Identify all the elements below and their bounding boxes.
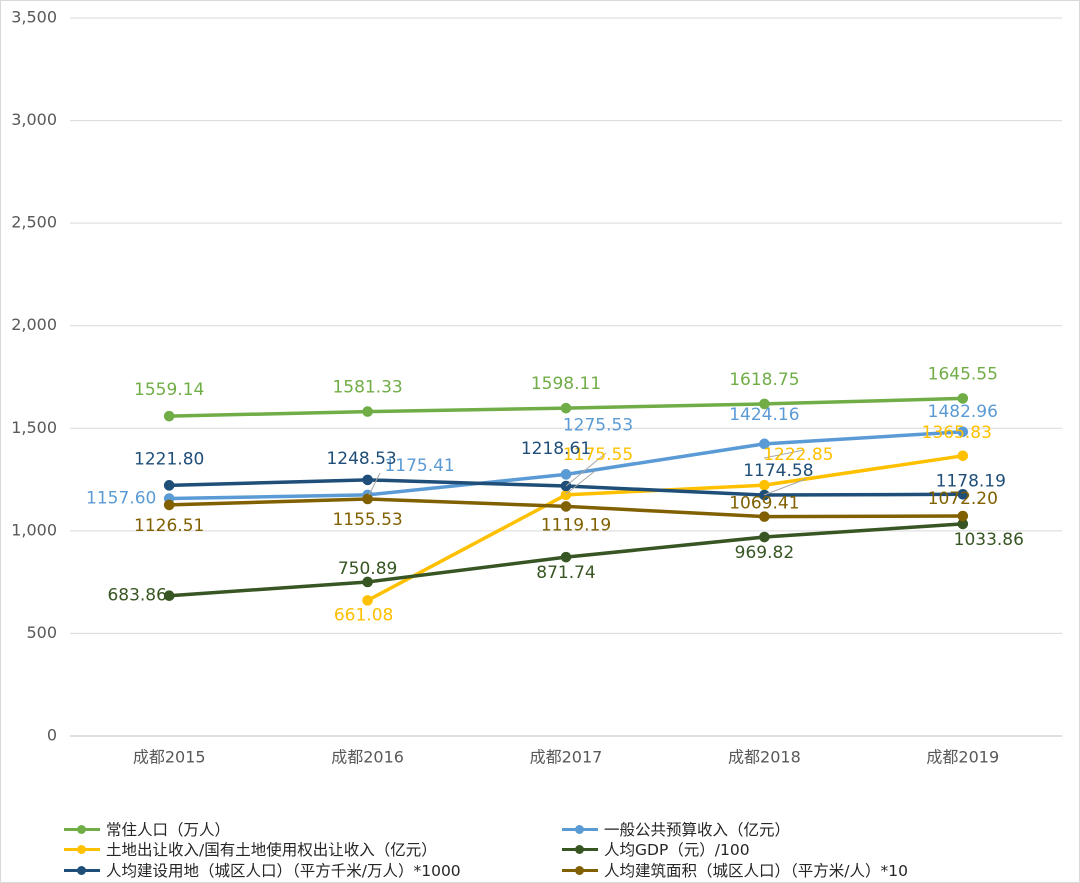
- data-label: 1033.86: [954, 530, 1024, 550]
- data-label: 1424.16: [729, 405, 799, 425]
- legend-marker-icon: [62, 819, 102, 839]
- data-point: [957, 393, 969, 404]
- y-tick-label: 3,500: [11, 8, 57, 27]
- y-tick-label: 1,000: [11, 520, 57, 539]
- data-point: [362, 595, 373, 606]
- data-label: 1559.14: [134, 380, 204, 400]
- legend-item: 人均建筑面积（城区人口）（平方米/人）*10: [560, 859, 908, 881]
- leader-line: [763, 478, 807, 496]
- data-label: 1175.41: [384, 456, 454, 476]
- legend-item: 人均GDP（元）/100: [560, 838, 750, 860]
- data-label: 1598.11: [531, 374, 601, 394]
- legend-item: 土地出让收入/国有土地使用权出让收入（亿元）: [62, 838, 437, 860]
- x-tick-label: 成都2018: [728, 748, 801, 767]
- legend-label: 人均建筑面积（城区人口）（平方米/人）*10: [604, 862, 908, 880]
- legend-marker-icon: [560, 839, 600, 859]
- data-point: [362, 493, 373, 505]
- x-tick-label: 成都2017: [530, 748, 603, 767]
- legend-marker-icon: [560, 860, 600, 880]
- data-label: 1365.83: [922, 423, 992, 443]
- data-label: 871.74: [536, 563, 595, 583]
- data-point: [957, 426, 969, 438]
- x-tick-label: 成都2019: [926, 748, 999, 767]
- data-label: 1581.33: [332, 378, 402, 398]
- data-label: 1482.96: [928, 402, 998, 422]
- data-label: 1069.41: [729, 494, 799, 514]
- legend-label: 一般公共预算收入（亿元）: [604, 821, 791, 839]
- legend-label: 人均建设用地（城区人口）（平方千米/万人）*1000: [106, 862, 461, 880]
- data-label: 1157.60: [86, 489, 156, 509]
- y-tick-label: 1,500: [11, 418, 57, 437]
- data-point: [957, 450, 969, 462]
- legend-label: 常住人口（万人）: [106, 821, 231, 839]
- data-point: [362, 474, 373, 486]
- data-point: [957, 510, 969, 522]
- data-point: [759, 511, 770, 522]
- data-label: 1126.51: [134, 516, 204, 536]
- data-point: [560, 551, 572, 563]
- data-label: 1119.19: [541, 515, 611, 535]
- leader-line: [763, 449, 805, 459]
- data-label: 969.82: [735, 543, 794, 563]
- data-point: [560, 469, 572, 480]
- data-label: 1174.58: [743, 461, 813, 481]
- data-label: 1155.53: [332, 510, 402, 530]
- y-tick-label: 2,500: [11, 213, 57, 232]
- x-tick-label: 成都2016: [331, 748, 404, 767]
- data-label: 1175.55: [563, 445, 633, 465]
- legend-label: 人均GDP（元）/100: [604, 841, 750, 859]
- data-label: 1221.80: [134, 449, 204, 469]
- leader-line: [565, 452, 607, 487]
- data-label: 1275.53: [563, 415, 633, 435]
- data-point: [759, 438, 770, 450]
- legend-marker-icon: [560, 819, 600, 839]
- y-tick-label: 0: [47, 726, 57, 745]
- data-point: [163, 480, 175, 491]
- legend-marker-icon: [62, 839, 102, 859]
- x-tick-label: 成都2015: [133, 748, 206, 767]
- legend-item: 一般公共预算收入（亿元）: [560, 818, 790, 840]
- data-point: [759, 398, 770, 410]
- data-label: 1222.85: [763, 445, 833, 465]
- y-tick-label: 2,000: [11, 315, 57, 334]
- data-point: [560, 501, 572, 512]
- data-label: 1618.75: [729, 370, 799, 390]
- data-point: [163, 590, 175, 602]
- legend-label: 土地出让收入/国有土地使用权出让收入（亿元）: [106, 841, 437, 859]
- data-label: 750.89: [338, 559, 397, 579]
- data-point: [560, 402, 572, 414]
- y-tick-label: 500: [26, 623, 57, 642]
- leader-line: [368, 472, 381, 496]
- leader-line: [565, 470, 596, 495]
- data-label: 1178.19: [936, 471, 1006, 491]
- data-label: 1248.53: [326, 449, 396, 469]
- data-point: [759, 479, 770, 491]
- legend-marker-icon: [62, 860, 102, 880]
- y-tick-label: 3,000: [11, 110, 57, 129]
- data-point: [362, 576, 373, 588]
- legend-item: 人均建设用地（城区人口）（平方千米/万人）*1000: [62, 859, 461, 881]
- data-point: [362, 406, 373, 417]
- data-label: 683.86: [107, 586, 166, 606]
- legend-item: 常住人口（万人）: [62, 818, 230, 840]
- data-label: 1218.61: [521, 439, 591, 459]
- data-point: [163, 410, 175, 422]
- data-point: [163, 499, 175, 511]
- data-label: 1645.55: [928, 364, 998, 384]
- data-label: 1072.20: [928, 489, 998, 509]
- data-label: 661.08: [334, 605, 393, 625]
- data-point: [957, 489, 969, 500]
- data-point: [759, 531, 770, 543]
